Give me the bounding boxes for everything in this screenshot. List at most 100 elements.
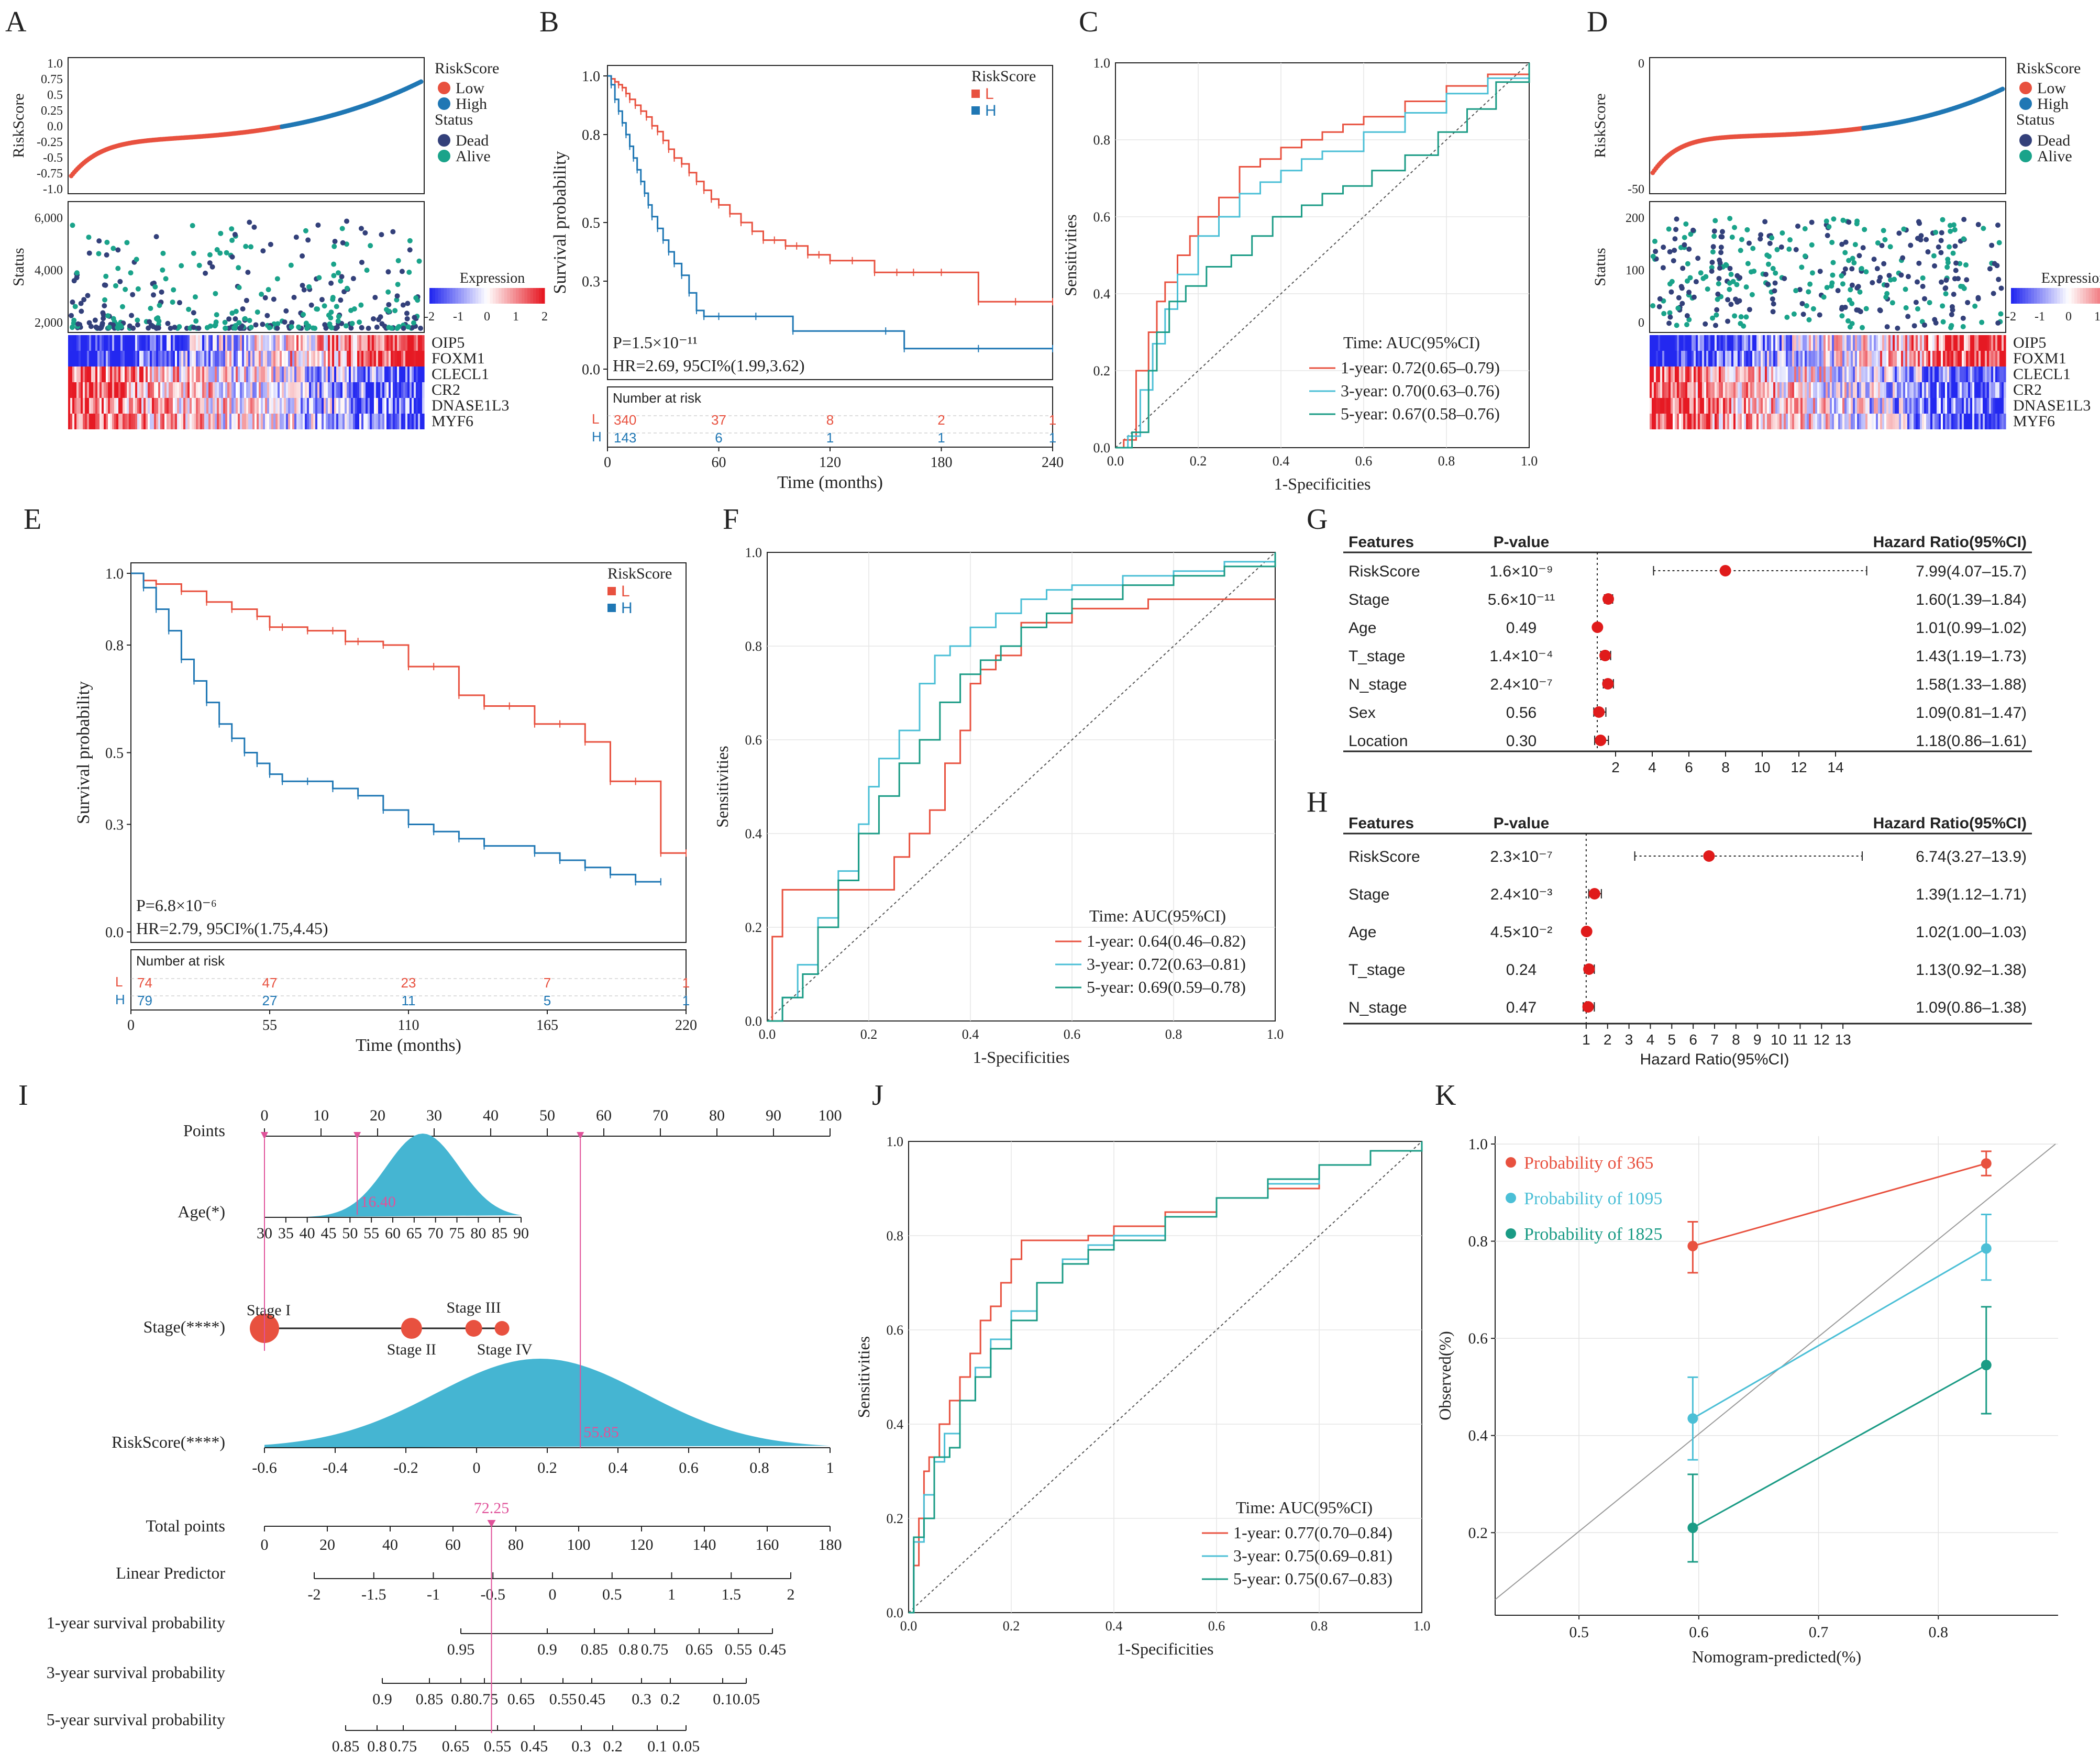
nomogram-point-marker (353, 1132, 361, 1139)
status-point (1961, 236, 1966, 242)
heatmap-cell (196, 398, 198, 414)
heatmap-cell (97, 335, 100, 351)
heatmap-cell (405, 367, 408, 382)
heatmap-cell (259, 382, 261, 398)
heatmap-cell (1683, 367, 1686, 382)
status-point (1686, 317, 1692, 323)
heatmap-cell (238, 398, 240, 414)
heatmap-cell (108, 414, 110, 429)
heatmap-cell (238, 351, 240, 367)
heatmap-cell (104, 351, 106, 367)
forest-x-tick-label: 13 (1835, 1031, 1851, 1048)
heatmap-cell (1704, 367, 1707, 382)
heatmap-cell (1968, 414, 1971, 429)
heatmap-cell (183, 335, 186, 351)
heatmap-cell (76, 351, 79, 367)
roc-y-tick-label: 0.6 (1093, 209, 1111, 225)
expression-legend-cell (2040, 288, 2043, 304)
status-point (1725, 318, 1731, 324)
calibration-line (1692, 1162, 1987, 1247)
heatmap-cell (1863, 351, 1866, 367)
expression-legend-cell (493, 288, 496, 304)
heatmap-cell (1773, 367, 1776, 382)
heatmap-cell (148, 351, 150, 367)
heatmap-cell (252, 398, 255, 414)
riskscore-tick: 0 (1638, 57, 1644, 71)
status-point (1852, 242, 1858, 248)
heatmap-cell (79, 351, 81, 367)
heatmap-cell (1995, 398, 1998, 414)
risk-table-title: Number at risk (136, 953, 225, 969)
heatmap-cell (368, 351, 370, 367)
heatmap-cell (200, 382, 203, 398)
heatmap-cell (110, 414, 113, 429)
status-point (1996, 276, 2002, 282)
heatmap-cell (1999, 398, 2002, 414)
status-point (1949, 304, 1955, 309)
heatmap-cell (1960, 335, 1962, 351)
status-point (1719, 229, 1725, 235)
heatmap-cell (340, 351, 343, 367)
heatmap-cell (91, 382, 94, 398)
status-point (103, 273, 109, 279)
heatmap-cell (1834, 335, 1837, 351)
heatmap-cell (1826, 367, 1828, 382)
heatmap-cell (1666, 351, 1669, 367)
heatmap-cell (1771, 398, 1774, 414)
heatmap-cell (284, 382, 286, 398)
heatmap-cell (317, 335, 320, 351)
heatmap-cell (412, 398, 414, 414)
heatmap-cell (349, 414, 351, 429)
heatmap-cell (275, 367, 278, 382)
heatmap-cell (1993, 382, 1996, 398)
heatmap-cell (1857, 382, 1860, 398)
expression-legend-cell (2069, 288, 2072, 304)
heatmap-cell (1782, 351, 1784, 367)
heatmap-cell (120, 414, 123, 429)
status-point (1772, 288, 1777, 294)
status-point (1715, 291, 1721, 297)
forest-point (1591, 621, 1604, 633)
forest-x-tick-label: 1 (1582, 1031, 1590, 1048)
heatmap-cell (1966, 351, 1969, 367)
heatmap-cell (123, 335, 125, 351)
heatmap-cell (1972, 351, 1975, 367)
roc-y-tick-label: 0.8 (1093, 132, 1111, 148)
status-point (1860, 325, 1865, 330)
heatmap-cell (1706, 335, 1709, 351)
heatmap-cell (296, 398, 299, 414)
heatmap-cell (420, 382, 423, 398)
heatmap-cell (215, 367, 217, 382)
heatmap-cell (152, 382, 154, 398)
heatmap-cell (282, 335, 284, 351)
forest-hr-label: 1.18(0.86–1.61) (1916, 732, 2027, 750)
heatmap-cell (382, 351, 385, 367)
heatmap-cell (1928, 367, 1931, 382)
heatmap-cell (1985, 351, 1987, 367)
heatmap-cell (194, 335, 196, 351)
heatmap-cell (148, 414, 150, 429)
heatmap-cell (1786, 382, 1788, 398)
status-point (332, 239, 338, 245)
heatmap-cell (1700, 367, 1703, 382)
heatmap-cell (1928, 398, 1931, 414)
status-tick: 0 (1638, 316, 1644, 330)
expression-legend-cell (499, 288, 502, 304)
heatmap-cell (1805, 398, 1807, 414)
heatmap-cell (198, 414, 201, 429)
expression-legend-cell (2046, 288, 2049, 304)
heatmap-cell (1884, 367, 1887, 382)
heatmap-cell (102, 351, 104, 367)
heatmap-cell (1687, 414, 1690, 429)
risk-count-L: 7 (544, 975, 551, 991)
heatmap-cell (370, 367, 372, 382)
heatmap-cell (1855, 367, 1858, 382)
heatmap-cell (380, 382, 383, 398)
heatmap-cell (1867, 351, 1870, 367)
heatmap-cell (353, 382, 356, 398)
heatmap-cell (1926, 398, 1929, 414)
heatmap-cell (1981, 367, 1983, 382)
heatmap-cell (412, 367, 414, 382)
heatmap-cell (110, 382, 113, 398)
km-curve-L (607, 75, 1053, 303)
